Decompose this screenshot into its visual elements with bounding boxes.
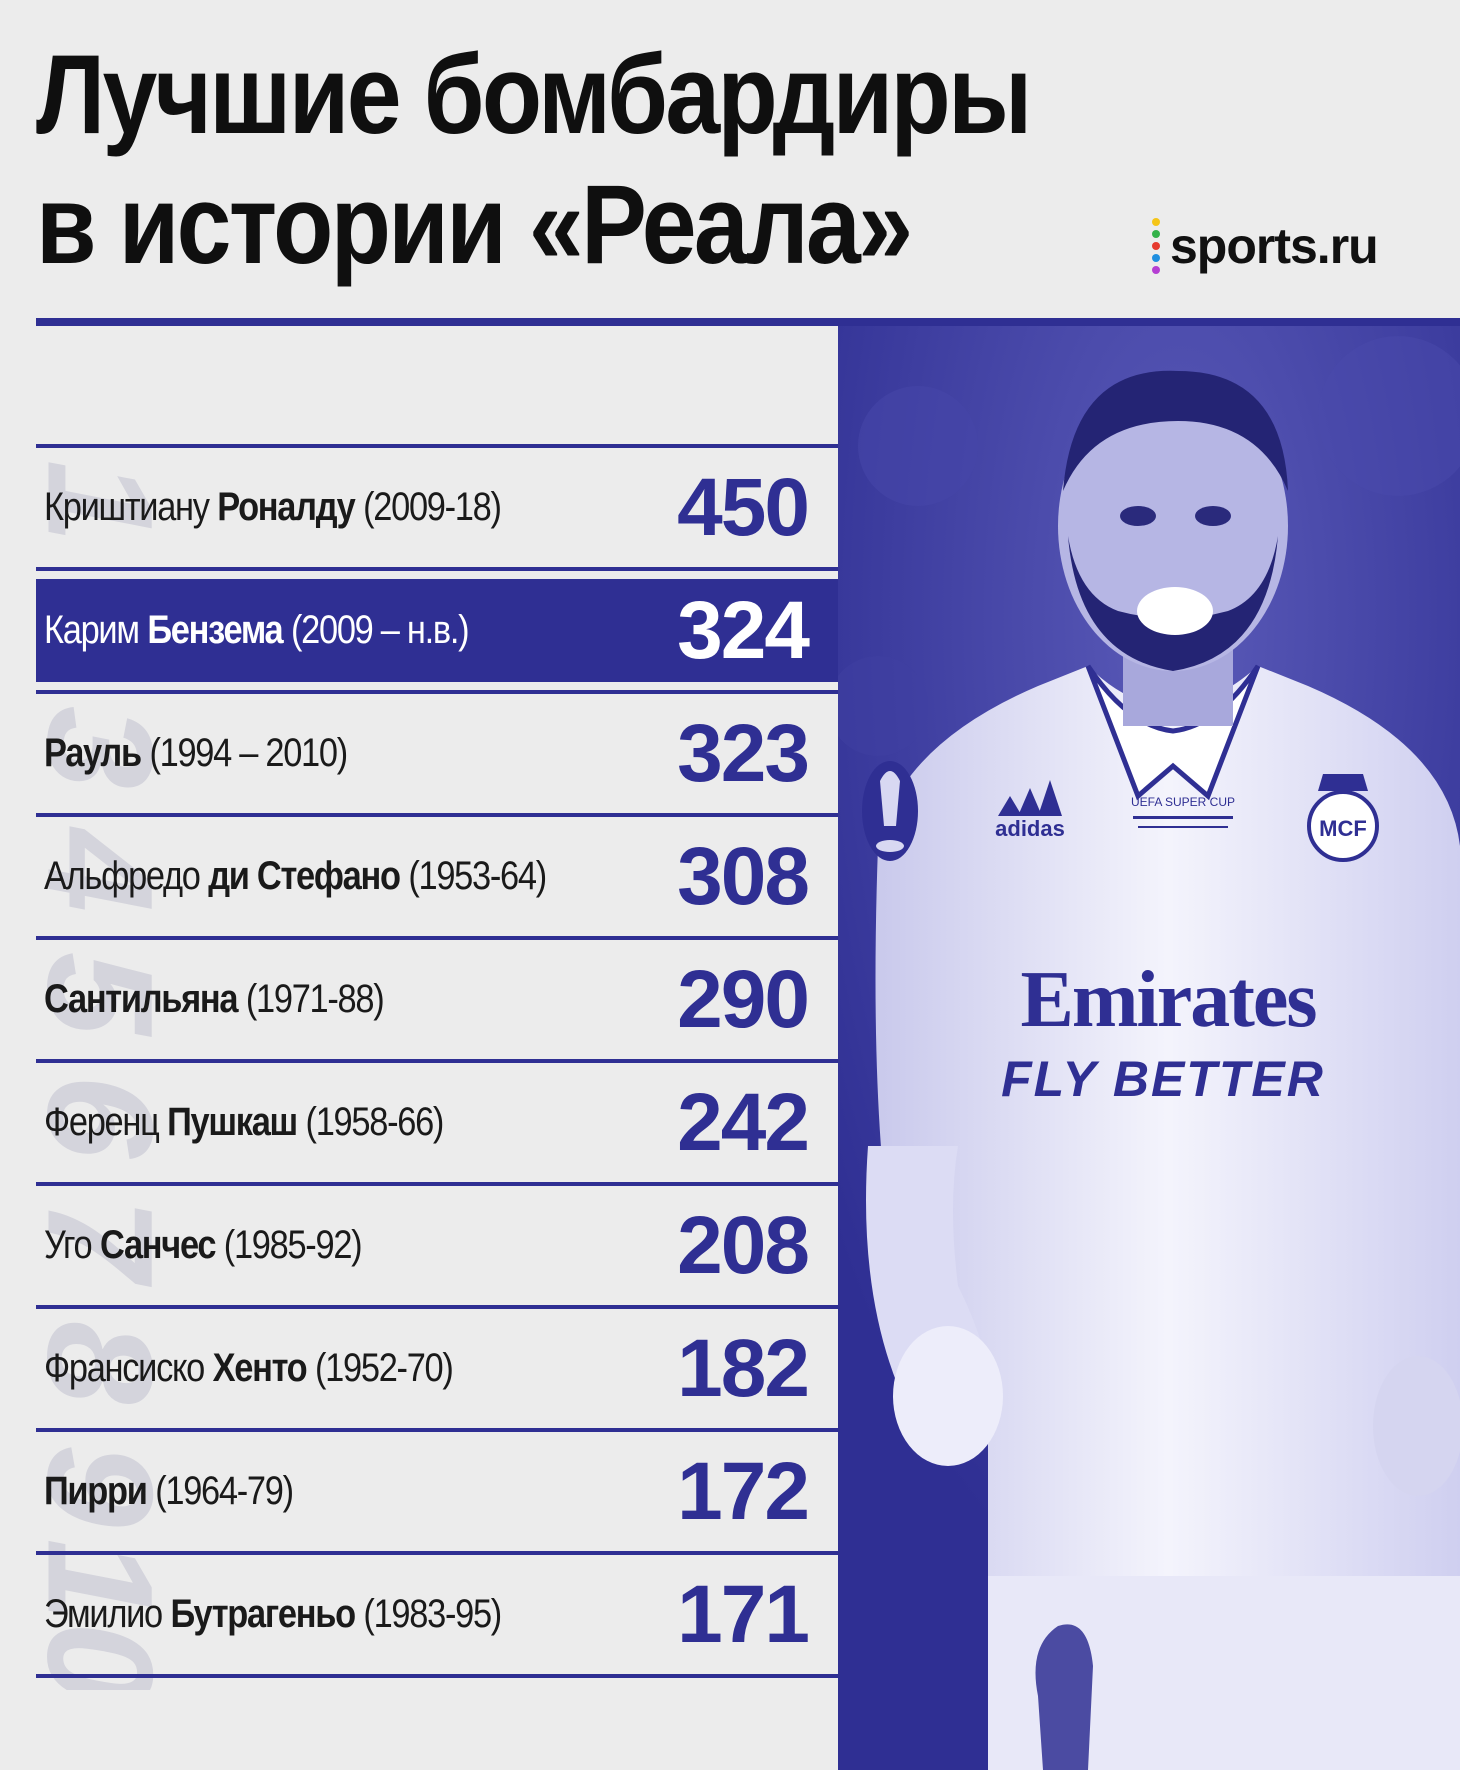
player-last-name: Пирри [44,1469,148,1513]
logo-dot [1152,242,1160,250]
player-last-name: Санчес [99,1223,217,1267]
header-divider [36,318,1460,326]
logo-dot [1152,230,1160,238]
table-row: Пирри (1964-79) 172 [36,1428,838,1551]
svg-text:adidas: adidas [995,816,1065,841]
player-name: Сантильяна (1971-88) [44,940,385,1059]
svg-text:Emirates: Emirates [1020,956,1316,1044]
goals-value: 308 [677,830,810,922]
player-head [1058,370,1288,726]
sports-ru-logo[interactable]: sports.ru [1152,216,1379,276]
player-body [866,664,1460,1770]
table-row: Франсиско Хенто (1952-70) 182 [36,1305,838,1428]
player-last-name: Хенто [212,1346,308,1390]
player-years: (2009-18) [363,485,502,529]
logo-dot [1152,266,1160,274]
player-first-name: Карим [44,608,140,652]
logo-dot [1152,254,1160,262]
player-name: Криштиану Роналду (2009-18) [44,448,502,567]
player-photo-illustration: adidas UEFA SUPER CUP MCF Emirates FLY B… [838,326,1460,1770]
logo-dot [1152,218,1160,226]
table-row: Сантильяна (1971-88) 290 [36,936,838,1059]
player-first-name: Альфредо [44,854,201,898]
real-madrid-crest: MCF [1307,774,1379,862]
player-years: (2009 – н.в.) [290,608,470,652]
svg-text:UEFA SUPER CUP: UEFA SUPER CUP [1131,795,1235,809]
player-years: (1964-79) [155,1469,294,1513]
title-line-1: Лучшие бомбардиры [36,32,1032,157]
player-photo: adidas UEFA SUPER CUP MCF Emirates FLY B… [838,326,1460,1770]
jersey-number [1035,1624,1093,1770]
table-row: Рауль (1994 – 2010) 323 [36,690,838,813]
player-first-name: Франсиско [44,1346,205,1390]
player-first-name: Криштиану [44,485,210,529]
player-last-name: Бензема [147,608,283,652]
player-years: (1958-66) [305,1100,445,1144]
goals-value: 172 [677,1445,810,1537]
goals-value: 323 [677,707,810,799]
player-name: Рауль (1994 – 2010) [44,694,348,813]
player-last-name: Рауль [44,731,142,775]
jersey-sponsor: Emirates FLY BETTER [1001,956,1325,1107]
player-first-name: Эмилио [44,1592,163,1636]
goals-value: 324 [677,584,810,676]
table-row: Альфредо ди Стефано (1953-64) 308 [36,813,838,936]
goals-value: 182 [677,1322,810,1414]
player-years: (1983-95) [363,1592,502,1636]
player-first-name: Ференц [44,1100,160,1144]
top-scorers-table: Криштиану Роналду (2009-18) 450 Карим Бензема… [36,444,838,1678]
player-last-name: ди Стефано [208,854,401,898]
player-last-name: Роналду [217,485,356,529]
goals-value: 208 [677,1199,810,1291]
table-row: Карим Бензема (2009 – н.в.) 324 [36,567,838,690]
player-first-name: Уго [44,1223,93,1267]
page-title: Лучшие бомбардиры в истории «Реала» [36,30,1032,290]
player-name: Франсиско Хенто (1952-70) [44,1309,454,1428]
player-name: Ференц Пушкаш (1958-66) [44,1063,445,1182]
goals-value: 171 [677,1568,810,1660]
supercup-badge [862,761,918,861]
table-row: Уго Санчес (1985-92) 208 [36,1182,838,1305]
jersey-adidas-logo: adidas [995,780,1065,841]
player-name: Карим Бензема (2009 – н.в.) [44,571,470,690]
player-years: (1952-70) [315,1346,454,1390]
table-row: Криштиану Роналду (2009-18) 450 [36,444,838,567]
player-name: Альфредо ди Стефано (1953-64) [44,817,547,936]
svg-text:FLY BETTER: FLY BETTER [1001,1051,1325,1107]
uefa-patch: UEFA SUPER CUP [1131,795,1235,828]
table-row: Ференц Пушкаш (1958-66) 242 [36,1059,838,1182]
player-name: Пирри (1964-79) [44,1432,294,1551]
row-highlight [36,579,838,682]
player-years: (1994 – 2010) [149,731,348,775]
svg-text:MCF: MCF [1319,816,1367,841]
goals-value: 290 [677,953,810,1045]
player-years: (1985-92) [223,1223,363,1267]
player-last-name: Сантильяна [44,977,239,1021]
logo-dots-icon [1152,218,1160,274]
player-name: Эмилио Бутрагеньо (1983-95) [44,1555,502,1674]
goals-value: 242 [677,1076,810,1168]
player-last-name: Бутрагеньо [170,1592,356,1636]
title-line-2: в истории «Реала» [36,162,913,287]
logo-text: sports.ru [1170,218,1379,274]
goals-value: 450 [677,461,810,553]
player-years: (1953-64) [408,854,547,898]
table-row: Эмилио Бутрагеньо (1983-95) 171 [36,1551,838,1678]
player-name: Уго Санчес (1985-92) [44,1186,363,1305]
player-years: (1971-88) [245,977,385,1021]
player-last-name: Пушкаш [167,1100,298,1144]
